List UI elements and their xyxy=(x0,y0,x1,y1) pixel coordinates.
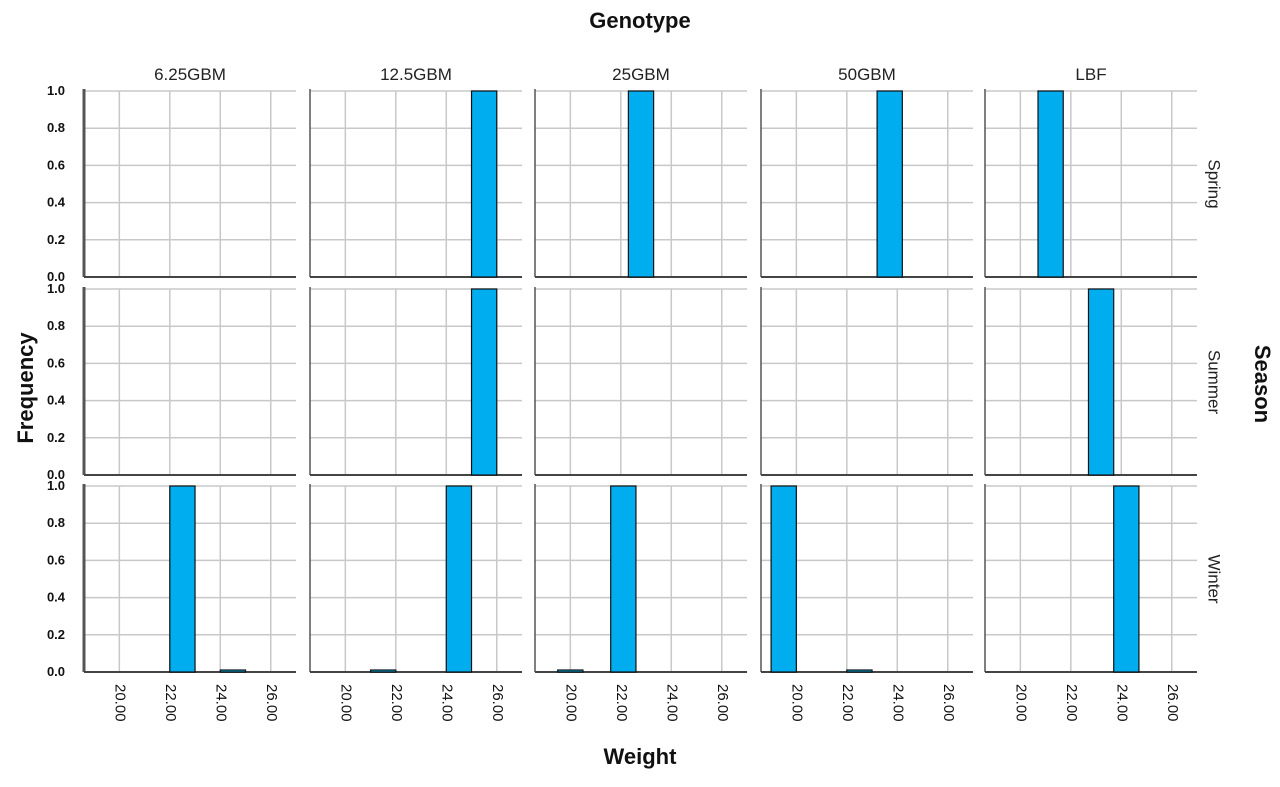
y-tick-label: 1.0 xyxy=(47,281,65,296)
y-tick-label: 0.4 xyxy=(47,590,66,605)
column-label-1: 12.5GBM xyxy=(380,65,452,84)
y-tick-label: 0.6 xyxy=(47,552,65,567)
column-label-4: LBF xyxy=(1075,65,1106,84)
row-label-1: Summer xyxy=(1205,350,1224,415)
column-label-2: 25GBM xyxy=(612,65,670,84)
x-tick-label: 22.00 xyxy=(613,684,630,722)
y-tick-label: 0.2 xyxy=(47,430,65,445)
bar xyxy=(219,669,247,673)
x-tick-label: 24.00 xyxy=(438,684,455,722)
bar xyxy=(846,669,873,673)
column-label-3: 50GBM xyxy=(838,65,896,84)
y-tick-label: 0.8 xyxy=(47,120,65,135)
row-label-0: Spring xyxy=(1205,159,1224,208)
bar xyxy=(445,485,473,673)
x-tick-label: 26.00 xyxy=(263,684,280,722)
y-tick-label: 0.2 xyxy=(47,232,65,247)
y-tick-label: 0.8 xyxy=(47,318,65,333)
x-tick-label: 20.00 xyxy=(788,684,805,722)
y-tick-label: 0.2 xyxy=(47,627,65,642)
y-tick-label: 0.0 xyxy=(47,467,65,482)
x-tick-label: 20.00 xyxy=(111,684,128,722)
bar xyxy=(610,485,637,673)
x-tick-label: 24.00 xyxy=(663,684,680,722)
bar xyxy=(1087,288,1115,476)
x-tick-label: 22.00 xyxy=(388,684,405,722)
bar xyxy=(1037,90,1064,278)
y-tick-label: 0.0 xyxy=(47,269,65,284)
row-label-2: Winter xyxy=(1205,554,1224,603)
y-tick-label: 0.0 xyxy=(47,664,65,679)
chart-title: Genotype xyxy=(589,8,691,33)
x-tick-label: 20.00 xyxy=(337,684,354,722)
y-tick-label: 0.4 xyxy=(47,393,66,408)
x-tick-label: 22.00 xyxy=(162,684,179,722)
y-tick-label: 0.6 xyxy=(47,355,65,370)
y-tick-label: 1.0 xyxy=(47,478,65,493)
column-label-0: 6.25GBM xyxy=(154,65,226,84)
x-tick-label: 22.00 xyxy=(1063,684,1080,722)
x-axis-title: Weight xyxy=(603,744,677,769)
x-tick-label: 26.00 xyxy=(489,684,506,722)
y-tick-label: 0.4 xyxy=(47,195,66,210)
y-tick-label: 0.6 xyxy=(47,157,65,172)
y-tick-label: 0.8 xyxy=(47,515,65,530)
y-tick-label: 1.0 xyxy=(47,83,65,98)
bar xyxy=(627,90,655,278)
bar xyxy=(876,90,903,278)
x-tick-label: 26.00 xyxy=(940,684,957,722)
bar xyxy=(470,288,498,476)
x-tick-label: 24.00 xyxy=(889,684,906,722)
x-tick-label: 20.00 xyxy=(562,684,579,722)
bar xyxy=(470,90,498,278)
bar xyxy=(369,669,397,673)
x-tick-label: 22.00 xyxy=(839,684,856,722)
bar xyxy=(1113,485,1140,673)
x-tick-label: 26.00 xyxy=(714,684,731,722)
bar xyxy=(557,669,584,673)
x-tick-label: 24.00 xyxy=(212,684,229,722)
x-tick-label: 26.00 xyxy=(1164,684,1181,722)
bar xyxy=(770,485,797,673)
x-tick-label: 24.00 xyxy=(1113,684,1130,722)
x-tick-label: 20.00 xyxy=(1012,684,1029,722)
bar xyxy=(169,485,196,673)
